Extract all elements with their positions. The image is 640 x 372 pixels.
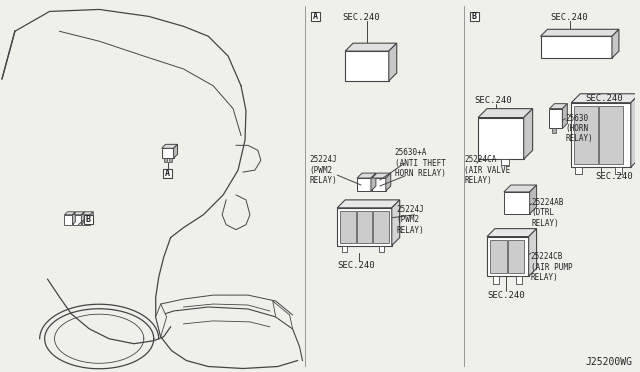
- Text: SEC.240: SEC.240: [337, 262, 375, 270]
- Polygon shape: [550, 104, 567, 109]
- Polygon shape: [372, 173, 391, 178]
- Text: SEC.240: SEC.240: [585, 94, 623, 103]
- Polygon shape: [74, 215, 81, 225]
- Polygon shape: [162, 148, 173, 158]
- Text: B: B: [472, 12, 477, 21]
- Text: J25200WG: J25200WG: [586, 357, 633, 366]
- Polygon shape: [529, 229, 536, 276]
- Polygon shape: [504, 185, 536, 192]
- Polygon shape: [356, 211, 372, 243]
- Polygon shape: [0, 9, 303, 371]
- Bar: [163, 169, 172, 177]
- Polygon shape: [612, 29, 619, 58]
- Polygon shape: [90, 212, 93, 225]
- Text: 25224J
(PWM2
RELAY): 25224J (PWM2 RELAY): [397, 205, 424, 235]
- Polygon shape: [524, 109, 532, 159]
- Polygon shape: [386, 173, 391, 191]
- Polygon shape: [74, 212, 84, 215]
- Polygon shape: [541, 36, 612, 58]
- Bar: [470, 12, 479, 21]
- Polygon shape: [563, 104, 567, 128]
- Text: SEC.240: SEC.240: [550, 13, 588, 22]
- Polygon shape: [487, 237, 529, 276]
- Polygon shape: [357, 178, 371, 191]
- Polygon shape: [490, 240, 507, 273]
- Polygon shape: [273, 301, 292, 329]
- Polygon shape: [615, 167, 622, 174]
- Polygon shape: [65, 215, 72, 225]
- Polygon shape: [372, 178, 386, 191]
- Polygon shape: [541, 29, 619, 36]
- Polygon shape: [83, 215, 90, 225]
- Polygon shape: [345, 51, 388, 81]
- Polygon shape: [337, 208, 392, 246]
- Polygon shape: [388, 43, 397, 81]
- Polygon shape: [552, 128, 556, 134]
- Polygon shape: [575, 167, 582, 174]
- Text: 25224J
(PWM2
RELAY): 25224J (PWM2 RELAY): [310, 155, 337, 185]
- Polygon shape: [487, 229, 536, 237]
- Polygon shape: [156, 304, 166, 337]
- Text: 25630
(HORN
RELAY): 25630 (HORN RELAY): [565, 113, 593, 143]
- Polygon shape: [508, 240, 524, 273]
- Text: 25224CB
(AIR PUMP
RELAY): 25224CB (AIR PUMP RELAY): [531, 253, 572, 282]
- Bar: [311, 12, 320, 21]
- Polygon shape: [478, 118, 524, 159]
- Text: SEC.240: SEC.240: [342, 13, 380, 22]
- Polygon shape: [493, 276, 499, 284]
- Polygon shape: [168, 158, 172, 162]
- Polygon shape: [501, 159, 509, 165]
- Text: B: B: [86, 215, 91, 224]
- Polygon shape: [574, 106, 598, 164]
- Text: A: A: [165, 169, 170, 177]
- Polygon shape: [345, 43, 397, 51]
- Polygon shape: [530, 185, 536, 214]
- Polygon shape: [550, 109, 563, 128]
- Polygon shape: [572, 94, 640, 103]
- Polygon shape: [83, 212, 93, 215]
- Polygon shape: [337, 200, 400, 208]
- Polygon shape: [164, 158, 166, 162]
- Bar: [84, 215, 93, 224]
- Polygon shape: [392, 200, 400, 246]
- Polygon shape: [516, 276, 522, 284]
- Polygon shape: [340, 211, 356, 243]
- Polygon shape: [371, 173, 376, 191]
- Polygon shape: [504, 192, 530, 214]
- Text: SEC.240: SEC.240: [595, 172, 633, 181]
- Polygon shape: [72, 212, 76, 225]
- Polygon shape: [631, 94, 640, 167]
- Text: 25630+A
(ANTI THEFT
HORN RELAY): 25630+A (ANTI THEFT HORN RELAY): [395, 148, 445, 178]
- Polygon shape: [81, 212, 84, 225]
- Polygon shape: [478, 109, 532, 118]
- Polygon shape: [162, 144, 177, 148]
- Polygon shape: [572, 103, 631, 167]
- Polygon shape: [373, 211, 389, 243]
- Text: 25224AB
(DTRL
RELAY): 25224AB (DTRL RELAY): [532, 198, 564, 228]
- Polygon shape: [379, 246, 384, 253]
- Text: SEC.240: SEC.240: [487, 291, 525, 300]
- Text: A: A: [313, 12, 318, 21]
- Polygon shape: [357, 173, 376, 178]
- Polygon shape: [599, 106, 623, 164]
- Polygon shape: [173, 144, 177, 158]
- Text: SEC.240: SEC.240: [474, 96, 512, 105]
- Polygon shape: [65, 212, 76, 215]
- Text: 25224CA
(AIR VALVE
RELAY): 25224CA (AIR VALVE RELAY): [464, 155, 511, 185]
- Polygon shape: [342, 246, 347, 253]
